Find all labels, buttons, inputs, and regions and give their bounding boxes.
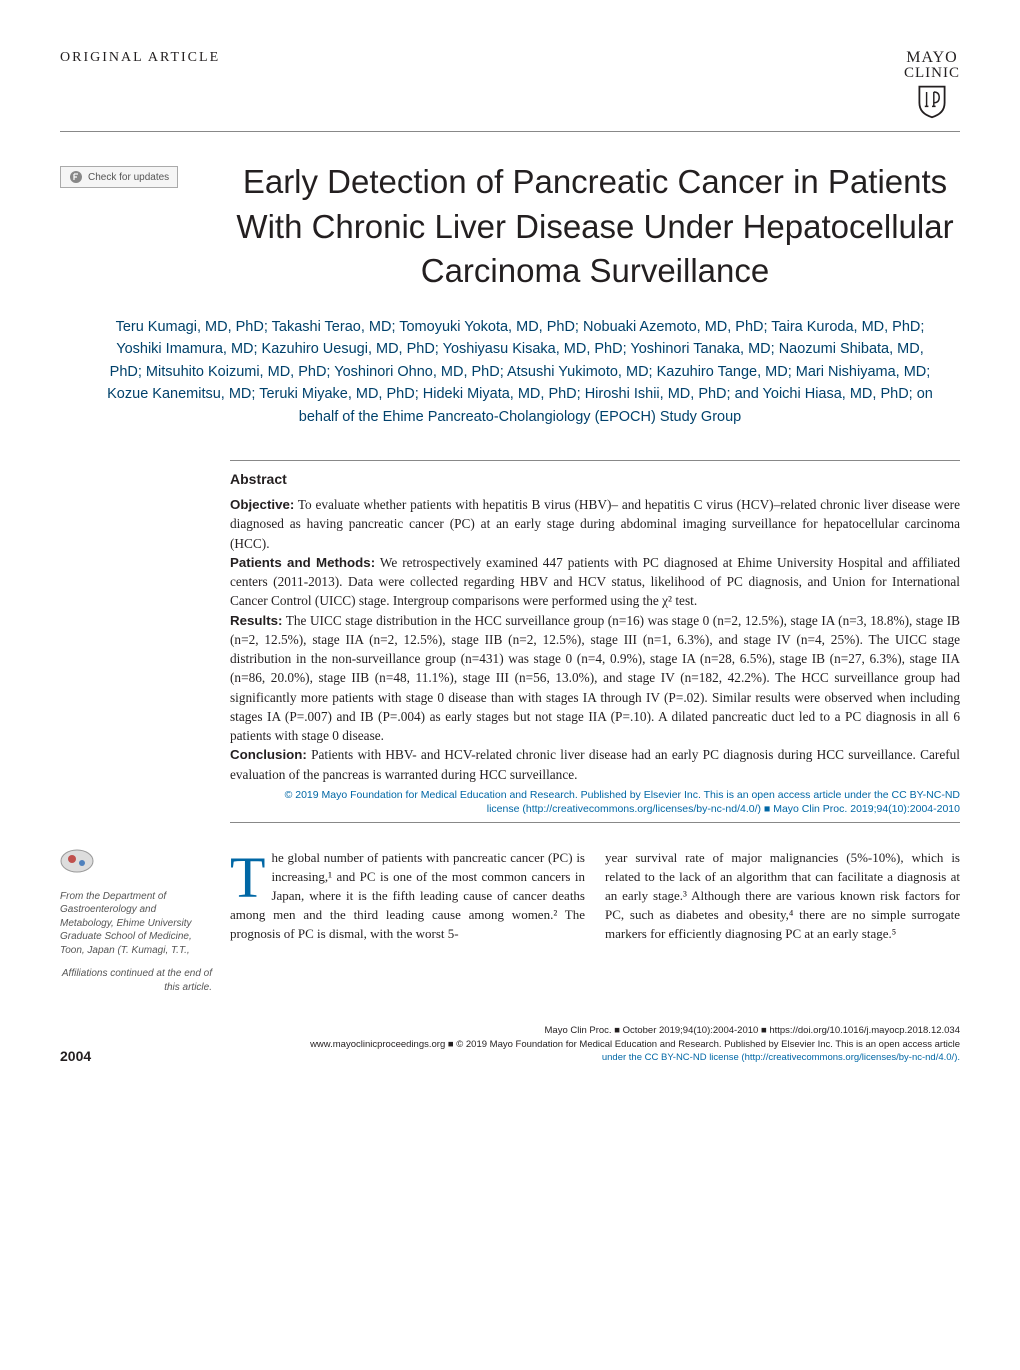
updates-label: Check for updates [88, 172, 169, 183]
license-line-1: © 2019 Mayo Foundation for Medical Educa… [285, 789, 960, 801]
article-title: Early Detection of Pancreatic Cancer in … [230, 160, 960, 294]
body-columns: The global number of patients with pancr… [230, 849, 960, 994]
logo-line-1: MAYO [904, 50, 960, 66]
results-label: Results: [230, 613, 282, 628]
affiliation-column: From the Department of Gastroenterology … [60, 849, 212, 994]
abstract-heading: Abstract [230, 471, 960, 487]
footer-cite-line-3: under the CC BY-NC-ND license (http://cr… [602, 1052, 960, 1063]
header-row: ORIGINAL ARTICLE MAYO CLINIC [60, 50, 960, 123]
supplementary-icon [60, 849, 212, 878]
objective-label: Objective: [230, 497, 294, 512]
methods-label: Patients and Methods: [230, 555, 375, 570]
logo-line-2: CLINIC [904, 66, 960, 81]
results-text: The UICC stage distribution in the HCC s… [230, 613, 960, 744]
mayo-shield-icon [914, 83, 950, 119]
body-section: From the Department of Gastroenterology … [60, 849, 960, 994]
license-text: © 2019 Mayo Foundation for Medical Educa… [230, 788, 960, 816]
updates-icon [69, 170, 83, 184]
abstract-body: Objective: To evaluate whether patients … [230, 495, 960, 784]
author-list: Teru Kumagi, MD, PhD; Takashi Terao, MD;… [60, 316, 960, 428]
check-updates-badge[interactable]: Check for updates [60, 166, 178, 188]
footer-citation: Mayo Clin Proc. ■ October 2019;94(10):20… [310, 1024, 960, 1064]
affiliation-continued: Affiliations continued at the end of thi… [60, 967, 212, 994]
abstract-section: Abstract Objective: To evaluate whether … [230, 460, 960, 823]
page-footer: 2004 Mayo Clin Proc. ■ October 2019;94(1… [60, 1024, 960, 1064]
abstract-rule-bottom [230, 822, 960, 823]
conclusion-text: Patients with HBV- and HCV-related chron… [230, 747, 960, 781]
abstract-rule-top [230, 460, 960, 461]
left-margin-column: Check for updates [60, 160, 230, 316]
header-divider [60, 131, 960, 132]
body-col1-text: he global number of patients with pancre… [230, 850, 585, 940]
body-col2-text: year survival rate of major malignancies… [605, 850, 960, 940]
footer-cite-line-2: www.mayoclinicproceedings.org ■ © 2019 M… [310, 1039, 960, 1050]
dropcap: T [230, 849, 271, 902]
mayo-clinic-logo: MAYO CLINIC [904, 50, 960, 123]
body-column-1: The global number of patients with pancr… [230, 849, 585, 994]
conclusion-label: Conclusion: [230, 747, 307, 762]
footer-cite-line-1: Mayo Clin Proc. ■ October 2019;94(10):20… [545, 1025, 960, 1036]
license-line-2: license (http://creativecommons.org/lice… [487, 803, 960, 815]
affiliation-text: From the Department of Gastroenterology … [60, 890, 212, 958]
article-type: ORIGINAL ARTICLE [60, 50, 220, 66]
page-number: 2004 [60, 1048, 91, 1064]
body-column-2: year survival rate of major malignancies… [605, 849, 960, 994]
objective-text: To evaluate whether patients with hepati… [230, 497, 960, 551]
